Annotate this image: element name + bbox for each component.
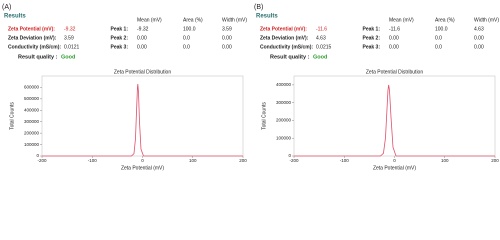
x-axis-label: Zeta Potential (mV) [373,165,416,171]
y-tick-label: 0 [36,153,39,158]
y-tick-label: 200000 [24,130,40,135]
x-tick-label: -200 [289,158,299,163]
y-tick-label: 100000 [24,142,40,147]
column-header: Width (mV) [222,17,247,23]
y-tick-label: 400000 [24,107,40,112]
peak-label: Peak 3: [110,44,128,50]
quality-label: Result quality : [270,54,310,60]
column-header: Area (%) [183,17,203,23]
y-tick-label: 300000 [24,119,40,124]
x-tick-label: 200 [239,158,247,163]
summary-value: -9.32 [64,26,76,32]
peak-mean: 0.00 [137,44,147,50]
peak-mean: 0.00 [389,44,399,50]
column-header: Mean (mV) [389,17,414,23]
summary-label: Zeta Deviation (mV): [260,35,309,41]
peak-width: 4.63 [474,26,484,32]
summary-label: Zeta Deviation (mV): [8,35,57,41]
peak-width: 0.00 [222,35,232,41]
distribution-line [294,84,495,157]
y-tick-label: 500000 [24,96,40,101]
chart-title: Zeta Potential Distribution [114,69,171,75]
quality-label: Result quality : [18,54,58,60]
y-tick-label: 600000 [24,85,40,90]
panel-label: (B) [254,4,263,11]
peak-width: 0.00 [222,44,232,50]
peak-label: Peak 1: [362,26,380,32]
peak-label: Peak 2: [110,35,128,41]
y-tick-label: 300000 [276,100,292,105]
peak-width: 0.00 [474,44,484,50]
y-axis-label: Total Counts [9,102,15,130]
summary-value: 4.63 [316,35,326,41]
x-tick-label: 0 [393,158,396,163]
summary-label: Conductivity (mS/cm): [8,44,61,50]
panel-label: (A) [2,4,11,11]
peak-area: 100.0 [435,26,448,32]
column-header: Mean (mV) [137,17,162,23]
plot-frame [293,75,496,157]
x-tick-label: 0 [141,158,144,163]
peak-width: 0.00 [474,35,484,41]
peak-area: 100.0 [183,26,196,32]
peak-area: 0.0 [183,35,190,41]
y-tick-label: 200000 [276,118,292,123]
x-tick-label: 100 [441,158,449,163]
x-tick-label: -200 [37,158,47,163]
peak-area: 0.0 [435,44,442,50]
distribution-line [42,83,243,157]
summary-value: 0.0121 [64,44,80,50]
peak-mean: 0.00 [389,35,399,41]
summary-value: 3.59 [64,35,74,41]
results-title: Results [4,14,26,20]
y-axis-label: Total Counts [261,102,267,130]
column-header: Width (mV) [474,17,499,23]
peak-label: Peak 2: [362,35,380,41]
x-tick-label: 100 [189,158,197,163]
chart-title: Zeta Potential Distribution [366,69,423,75]
results-title: Results [256,14,278,20]
plot-frame [41,75,244,157]
y-tick-label: 100000 [276,135,292,140]
peak-mean: 0.00 [137,35,147,41]
column-header: Area (%) [435,17,455,23]
peak-label: Peak 3: [362,44,380,50]
x-tick-label: 200 [491,158,499,163]
x-tick-label: -100 [340,158,350,163]
y-tick-label: 0 [288,153,291,158]
peak-width: 3.59 [222,26,232,32]
x-tick-label: -100 [88,158,98,163]
summary-label: Conductivity (mS/cm): [260,44,313,50]
y-tick-label: 400000 [276,82,292,87]
x-axis-label: Zeta Potential (mV) [121,165,164,171]
summary-label: Zeta Potential (mV): [8,26,55,32]
figure: (A) Results Mean (mV) Area (%) Width (mV) Zet… [2,4,499,171]
summary-value: 0.0215 [316,44,332,50]
quality-value: Good [313,54,327,60]
summary-label: Zeta Potential (mV): [260,26,307,32]
peak-area: 0.0 [183,44,190,50]
peak-label: Peak 1: [110,26,128,32]
quality-value: Good [61,54,75,60]
summary-value: -11.6 [316,26,327,32]
peak-mean: -9.32 [137,26,149,32]
peak-area: 0.0 [435,35,442,41]
peak-mean: -11.6 [389,26,400,32]
